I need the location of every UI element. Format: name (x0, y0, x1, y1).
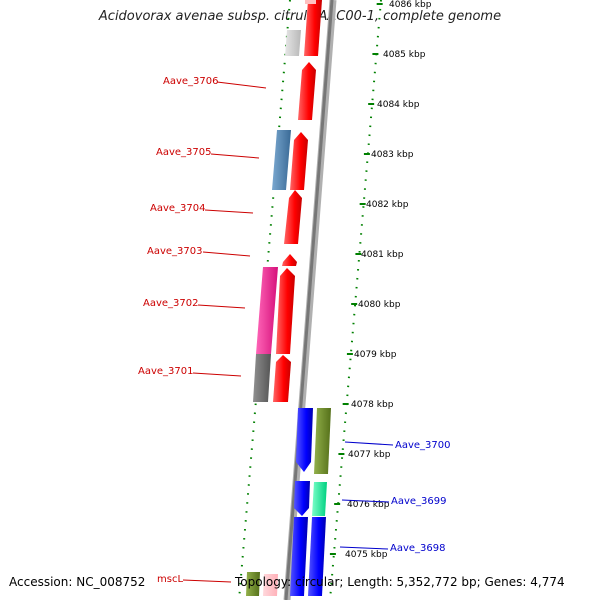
scale-tick-marks (329, 3, 383, 555)
gene-olive-3700 (314, 408, 331, 474)
tick-label: 4076 kbp (347, 500, 390, 510)
tick-label: 4079 kbp (354, 350, 397, 360)
tick-label: 4082 kbp (366, 200, 409, 210)
gene-label: Aave_3703 (147, 246, 203, 257)
gene-label: Aave_3706 (163, 76, 219, 87)
gene-olive-mscL (246, 572, 260, 596)
label-leader-line (216, 81, 267, 89)
gene-green-3699 (312, 482, 327, 516)
gene-labels-right: Aave_3700 Aave_3699 Aave_3698 (339, 440, 451, 554)
gene-label: Aave_3698 (390, 543, 446, 554)
gene-blue-3699 (294, 481, 310, 516)
label-leader-line (192, 372, 242, 377)
gene-red-3701 (273, 355, 291, 402)
tick-label: 4081 kbp (361, 250, 404, 260)
accession-text: Accession: NC_008752 (9, 575, 146, 589)
gene-light-pink-bottom (263, 574, 278, 596)
label-leader-line (344, 441, 394, 446)
gene-red-3705 (290, 132, 308, 190)
gene-light-gray (285, 30, 301, 56)
label-leader-line (210, 153, 260, 159)
gene-red-top (304, 0, 322, 56)
tick-label: 4077 kbp (348, 450, 391, 460)
tick-label: 4078 kbp (351, 400, 394, 410)
label-leader-line (204, 209, 254, 214)
tick-label: 4085 kbp (383, 50, 426, 60)
gene-pink (256, 267, 278, 354)
gene-label: Aave_3701 (138, 366, 194, 377)
label-leader-line (197, 304, 246, 309)
gene-red-3706 (298, 62, 316, 120)
gene-steel-blue (272, 130, 291, 190)
gene-label: Aave_3705 (156, 147, 212, 158)
tick-label: 4086 kbp (389, 0, 432, 10)
gene-red-3702 (276, 268, 295, 354)
right-dotted-boundary (329, 0, 382, 600)
gene-gray (253, 354, 271, 402)
gene-blue-3698-b (308, 517, 326, 596)
gene-label: Aave_3700 (395, 440, 451, 451)
gene-label: Aave_3699 (391, 496, 447, 507)
label-leader-line (182, 579, 232, 583)
gene-blue-3700 (296, 408, 313, 472)
tick-label: 4084 kbp (377, 100, 420, 110)
label-leader-line (339, 546, 389, 550)
gene-label: Aave_3704 (150, 203, 206, 214)
gene-red-3704 (284, 190, 302, 244)
gene-labels-left: Aave_3706 Aave_3705 Aave_3704 Aave_3703 Aave… (138, 76, 267, 585)
gene-label: mscL (157, 574, 183, 585)
gene-red-3703 (282, 254, 297, 266)
tick-label: 4080 kbp (358, 300, 401, 310)
tick-label: 4075 kbp (345, 550, 388, 560)
left-dotted-boundary (238, 0, 291, 600)
scale-tick-labels: 4086 kbp 4085 kbp 4084 kbp 4083 kbp 4082 kbp… (345, 0, 432, 560)
map-title: Acidovorax avenae subsp. citrulli AAC00-… (98, 9, 502, 24)
gene-label: Aave_3702 (143, 298, 199, 309)
topology-text: Topology: circular; Length: 5,352,772 bp… (235, 575, 565, 589)
gene-blue-3698-a (290, 517, 308, 596)
tick-label: 4083 kbp (371, 150, 414, 160)
label-leader-line (202, 251, 251, 257)
label-leader-line (341, 499, 390, 503)
